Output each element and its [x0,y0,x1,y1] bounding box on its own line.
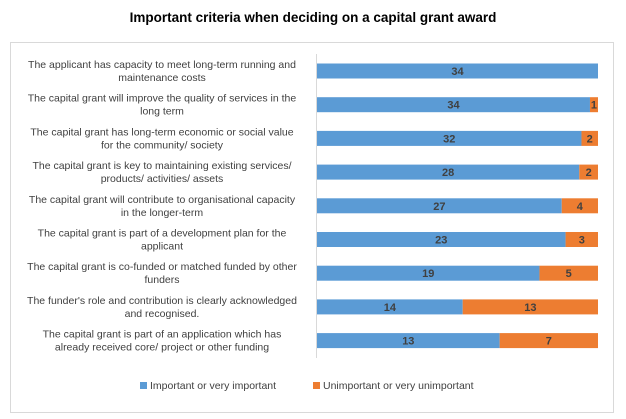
legend-label-important: Important or very important [150,380,276,392]
category-labels-group: The applicant has capacity to meet long-… [27,59,297,354]
category-label-2-line-1: The capital grant will improve the quali… [28,93,297,105]
data-label-unimportant-8: 13 [524,302,536,314]
bar-unimportant-4 [579,164,598,180]
bar-important-6 [317,232,566,247]
data-label-important-2: 34 [447,100,460,112]
bar-unimportant-9 [499,333,598,349]
bar-important-5 [317,198,562,214]
data-label-unimportant-4: 2 [586,167,592,179]
category-label-7-line-2: funders [144,274,179,286]
bar-important-2 [317,97,590,113]
legend: Important or very important Unimportant o… [140,380,474,392]
data-label-important-6: 23 [435,235,447,247]
bar-unimportant-6 [565,232,598,247]
bar-important-4 [317,164,580,180]
legend-swatch-unimportant [313,382,320,389]
bar-unimportant-8 [462,299,598,315]
bar-important-8 [317,299,463,315]
category-label-9-line-2: already received core/ project or other … [55,342,269,354]
bars-group: 34 34 1 32 2 28 2 27 4 23 3 19 5 14 13 13 7 [317,63,598,349]
category-label-7-line-1: The capital grant is co-funded or matche… [27,261,297,273]
category-label-8-line-1: The funder's role and contribution is cl… [27,295,297,307]
category-label-3-line-1: The capital grant has long-term economic… [30,126,293,138]
category-label-4-line-1: The capital grant is key to maintaining … [32,160,291,172]
category-label-4-line-2: products/ activities/ assets [101,173,224,185]
data-label-important-4: 28 [442,167,454,179]
category-label-9-line-1: The capital grant is part of an applicat… [43,329,282,341]
data-label-important-9: 13 [402,336,414,348]
legend-label-unimportant: Unimportant or very unimportant [323,380,474,392]
bar-important-1 [317,63,598,79]
data-label-important-1: 34 [451,66,464,78]
bar-important-7 [317,265,540,281]
category-label-3-line-2: for the community/ society [101,139,224,151]
data-label-important-8: 14 [384,302,397,314]
category-label-1-line-1: The applicant has capacity to meet long-… [28,59,296,71]
data-label-important-7: 19 [422,268,434,280]
bar-important-3 [317,130,582,146]
bar-unimportant-2 [589,97,598,113]
data-label-unimportant-6: 3 [579,235,585,247]
chart-title: Important criteria when deciding on a ca… [130,10,497,25]
data-label-unimportant-7: 5 [566,268,572,280]
bar-important-9 [317,333,500,349]
category-label-6-line-1: The capital grant is part of a developme… [38,228,287,240]
category-label-5-line-2: in the longer-term [121,207,204,219]
data-label-unimportant-5: 4 [577,201,584,213]
data-label-unimportant-2: 1 [591,100,597,112]
data-label-unimportant-9: 7 [546,336,552,348]
bar-unimportant-5 [561,198,598,214]
category-label-1-line-2: maintenance costs [118,72,206,84]
category-label-6-line-2: applicant [141,241,183,253]
bar-unimportant-7 [539,265,598,281]
category-label-2-line-2: long term [140,106,184,118]
data-label-important-5: 27 [433,201,445,213]
data-label-important-3: 32 [443,133,455,145]
category-label-5-line-1: The capital grant will contribute to org… [29,194,296,206]
data-label-unimportant-3: 2 [587,133,593,145]
category-label-8-line-2: and recognised. [125,308,200,320]
legend-swatch-important [140,382,147,389]
bar-unimportant-3 [581,130,598,146]
